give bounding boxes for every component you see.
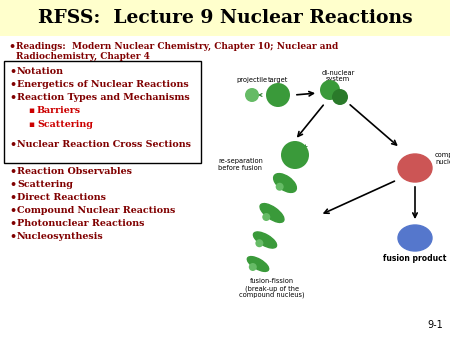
Text: •: • (9, 219, 16, 229)
Circle shape (276, 183, 284, 191)
Text: •: • (9, 180, 16, 190)
Text: •: • (9, 232, 16, 242)
Circle shape (255, 239, 263, 247)
Text: ▪: ▪ (28, 120, 34, 129)
Text: •: • (9, 206, 16, 216)
Circle shape (262, 213, 270, 221)
Circle shape (281, 141, 309, 169)
Ellipse shape (398, 225, 432, 251)
Text: Compound Nuclear Reactions: Compound Nuclear Reactions (17, 206, 176, 215)
Text: Radiochemistry, Chapter 4: Radiochemistry, Chapter 4 (16, 52, 150, 61)
Text: Energetics of Nuclear Reactions: Energetics of Nuclear Reactions (17, 80, 189, 89)
Ellipse shape (260, 203, 284, 222)
Ellipse shape (274, 174, 297, 192)
Text: Readings:  Modern Nuclear Chemistry, Chapter 10; Nuclear and: Readings: Modern Nuclear Chemistry, Chap… (16, 42, 338, 51)
Ellipse shape (253, 232, 277, 248)
Text: •: • (9, 167, 16, 177)
Circle shape (245, 88, 259, 102)
Text: compound nucleus): compound nucleus) (239, 292, 305, 298)
Text: fusion product: fusion product (383, 254, 447, 263)
FancyBboxPatch shape (0, 0, 450, 36)
Text: •: • (9, 80, 16, 90)
Text: •: • (9, 93, 16, 103)
Text: •: • (8, 42, 15, 52)
Text: fusion-fission: fusion-fission (250, 278, 294, 284)
Circle shape (249, 263, 257, 271)
Circle shape (320, 80, 340, 100)
Text: •: • (9, 193, 16, 203)
Text: Direct Reactions: Direct Reactions (17, 193, 106, 202)
Ellipse shape (248, 257, 269, 271)
Text: Scattering: Scattering (37, 120, 93, 129)
Text: (break-up of the: (break-up of the (245, 285, 299, 291)
Text: Nuclear Reaction Cross Sections: Nuclear Reaction Cross Sections (17, 140, 191, 149)
Text: Barriers: Barriers (37, 106, 81, 115)
Ellipse shape (398, 154, 432, 182)
Text: Scattering: Scattering (17, 180, 73, 189)
Circle shape (266, 83, 290, 107)
Text: target: target (268, 77, 288, 83)
Text: 9-1: 9-1 (427, 320, 443, 330)
Text: di-nuclear: di-nuclear (321, 70, 355, 76)
Text: compound: compound (435, 152, 450, 158)
FancyBboxPatch shape (4, 61, 201, 163)
Text: nucleus: nucleus (435, 159, 450, 165)
Text: Notation: Notation (17, 67, 64, 76)
Text: Reaction Types and Mechanisms: Reaction Types and Mechanisms (17, 93, 190, 102)
Text: RFSS:  Lecture 9 Nuclear Reactions: RFSS: Lecture 9 Nuclear Reactions (38, 9, 412, 27)
Text: •: • (9, 140, 16, 150)
Text: system: system (326, 76, 350, 82)
Circle shape (332, 89, 348, 105)
Text: before fusion: before fusion (218, 165, 262, 171)
Text: re-separation: re-separation (218, 158, 263, 164)
Text: Reaction Observables: Reaction Observables (17, 167, 132, 176)
Text: Photonuclear Reactions: Photonuclear Reactions (17, 219, 144, 228)
Text: •: • (9, 67, 16, 77)
Text: ▪: ▪ (28, 106, 34, 115)
Text: Nucleosynthesis: Nucleosynthesis (17, 232, 104, 241)
Text: projectile: projectile (236, 77, 268, 83)
